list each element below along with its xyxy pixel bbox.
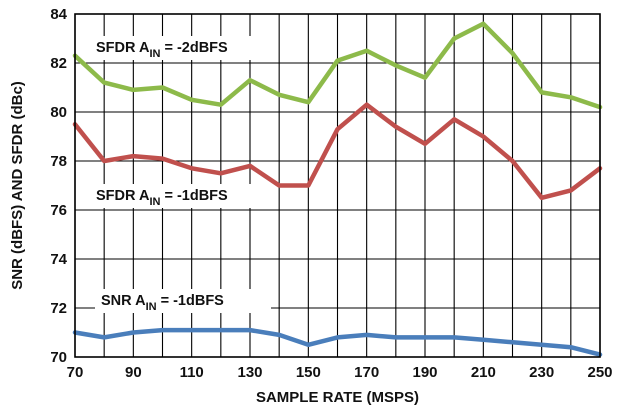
series-label-background xyxy=(95,289,271,313)
x-tick-label: 90 xyxy=(125,364,142,381)
x-tick-label: 250 xyxy=(587,364,612,381)
y-tick-label: 76 xyxy=(50,202,67,219)
x-tick-label: 130 xyxy=(237,364,262,381)
series-line-0 xyxy=(72,21,603,110)
x-axis-title: SAMPLE RATE (MSPS) xyxy=(256,389,419,406)
series-label-2: SNR AIN = -1dBFS xyxy=(101,293,224,313)
series-line-2 xyxy=(72,327,603,357)
x-tick-label: 150 xyxy=(296,364,321,381)
x-tick-label: 190 xyxy=(412,364,437,381)
series-label-prefix: SNR A xyxy=(101,293,146,309)
x-tick-label: 70 xyxy=(67,364,84,381)
series-label-subscript: IN xyxy=(146,301,157,313)
series-line-1 xyxy=(72,102,603,201)
y-tick-label: 72 xyxy=(50,300,67,317)
y-tick-labels: 70 72 74 76 78 80 82 84 xyxy=(50,6,67,366)
x-tick-label: 210 xyxy=(471,364,496,381)
series-label-background xyxy=(90,184,268,208)
series-label-1: SFDR AIN = -1dBFS xyxy=(96,188,228,208)
plot-frame xyxy=(74,13,601,358)
y-tick-label: 70 xyxy=(50,349,67,366)
series-label-prefix: SFDR A xyxy=(96,40,150,56)
series-label-background xyxy=(90,36,268,60)
series-label-subscript: IN xyxy=(149,48,160,60)
series-label-subscript: IN xyxy=(149,196,160,208)
series-label-suffix: = -1dBFS xyxy=(157,293,225,309)
series-label-suffix: = -2dBFS xyxy=(160,40,228,56)
y-axis-title: SNR (dBFS) AND SFDR (dBc) xyxy=(9,81,26,290)
series-label-prefix: SFDR A xyxy=(96,188,150,204)
y-tick-label: 74 xyxy=(50,251,67,268)
x-tick-label: 170 xyxy=(354,364,379,381)
x-tick-labels: 70 90 110 130 150 170 190 210 230 250 xyxy=(67,364,613,381)
y-tick-label: 80 xyxy=(50,104,67,121)
series-label-0: SFDR AIN = -2dBFS xyxy=(96,40,228,60)
series-label-suffix: = -1dBFS xyxy=(160,188,228,204)
x-tick-label: 230 xyxy=(529,364,554,381)
x-tick-label: 110 xyxy=(180,364,204,381)
y-tick-label: 78 xyxy=(50,153,67,170)
y-tick-label: 84 xyxy=(50,6,67,23)
series-layer xyxy=(72,21,603,357)
y-tick-label: 82 xyxy=(50,55,67,72)
